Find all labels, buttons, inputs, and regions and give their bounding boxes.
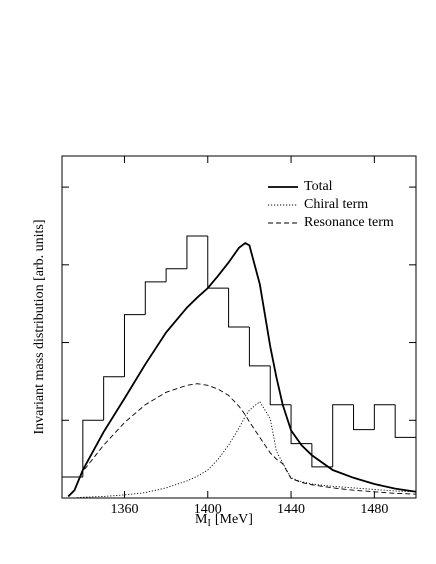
histogram-bin xyxy=(207,236,229,289)
histogram-bin xyxy=(373,404,396,430)
x-tick-label: 1480 xyxy=(360,502,388,517)
histogram-bin xyxy=(290,404,312,445)
x-label-unit: [MeV] xyxy=(215,512,253,527)
histogram-bin xyxy=(103,376,125,421)
histogram-bin xyxy=(332,404,354,467)
x-label-main: M xyxy=(195,512,208,527)
plot-frame xyxy=(61,155,417,499)
histogram-bin xyxy=(269,365,292,406)
legend-label: Total xyxy=(304,179,333,194)
histogram-bin xyxy=(394,404,416,438)
histogram-bin xyxy=(165,268,187,282)
y-axis-label: Invariant mass distribution [arb. units] xyxy=(32,219,47,434)
histogram-bin xyxy=(353,404,375,431)
curve xyxy=(68,400,417,499)
histogram-bin xyxy=(144,281,167,315)
curve xyxy=(67,241,417,498)
legend-label: Resonance term xyxy=(304,215,394,230)
histogram-bin xyxy=(186,235,208,269)
histogram-bin xyxy=(311,443,333,468)
curve xyxy=(67,383,417,497)
histogram-bin xyxy=(228,288,250,328)
x-tick-label: 1440 xyxy=(277,502,305,517)
histogram-bin xyxy=(82,419,104,478)
histogram-bin xyxy=(248,327,271,367)
x-tick-label: 1400 xyxy=(194,502,222,517)
histogram-bin xyxy=(123,314,146,377)
legend-label: Chiral term xyxy=(304,197,368,212)
x-label-sub: I xyxy=(208,518,211,529)
x-tick-label: 1360 xyxy=(110,502,138,517)
x-axis-label: MI [MeV] xyxy=(195,512,253,529)
